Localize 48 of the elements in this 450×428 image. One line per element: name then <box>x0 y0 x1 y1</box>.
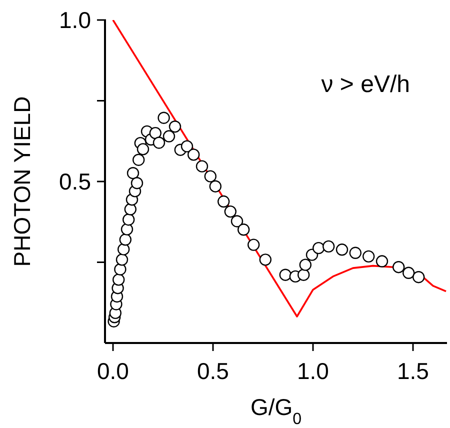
point <box>196 160 208 172</box>
x-tick-label: 0.0 <box>97 358 129 384</box>
point <box>122 214 135 226</box>
point <box>120 223 134 236</box>
point <box>299 258 312 271</box>
point <box>298 268 310 281</box>
point <box>124 203 136 216</box>
point <box>162 130 176 142</box>
point <box>158 112 170 124</box>
point <box>224 205 236 218</box>
point <box>230 215 244 228</box>
point <box>218 195 230 208</box>
point <box>168 120 182 133</box>
point <box>126 167 140 180</box>
point <box>349 246 362 259</box>
point <box>259 254 272 266</box>
point <box>152 136 166 149</box>
point <box>119 234 132 246</box>
point <box>412 271 425 284</box>
point <box>116 254 128 266</box>
point <box>279 268 292 281</box>
point <box>376 255 388 268</box>
point <box>322 240 335 253</box>
point <box>362 250 375 263</box>
point <box>238 224 250 236</box>
point <box>132 154 145 166</box>
point <box>248 238 260 251</box>
point <box>402 266 415 280</box>
point <box>188 148 200 161</box>
annotation: ν > eV/h <box>321 71 410 98</box>
point <box>312 242 325 254</box>
x-axis-title: G/G$_{0}$ <box>250 394 302 428</box>
y-axis-title: PHOTON YIELD <box>9 96 35 267</box>
x-tick-label: 1.5 <box>397 358 429 384</box>
point <box>114 263 126 276</box>
line-series <box>112 20 447 318</box>
point <box>392 260 405 274</box>
point <box>130 177 144 190</box>
point <box>118 243 130 256</box>
x-tick-label: 0.5 <box>197 358 229 384</box>
point <box>180 140 194 152</box>
point <box>112 274 125 286</box>
point <box>204 170 216 182</box>
point <box>336 244 348 256</box>
point <box>209 180 222 192</box>
x-tick-label: 1.0 <box>297 358 329 384</box>
point <box>149 126 162 140</box>
point <box>136 143 150 156</box>
